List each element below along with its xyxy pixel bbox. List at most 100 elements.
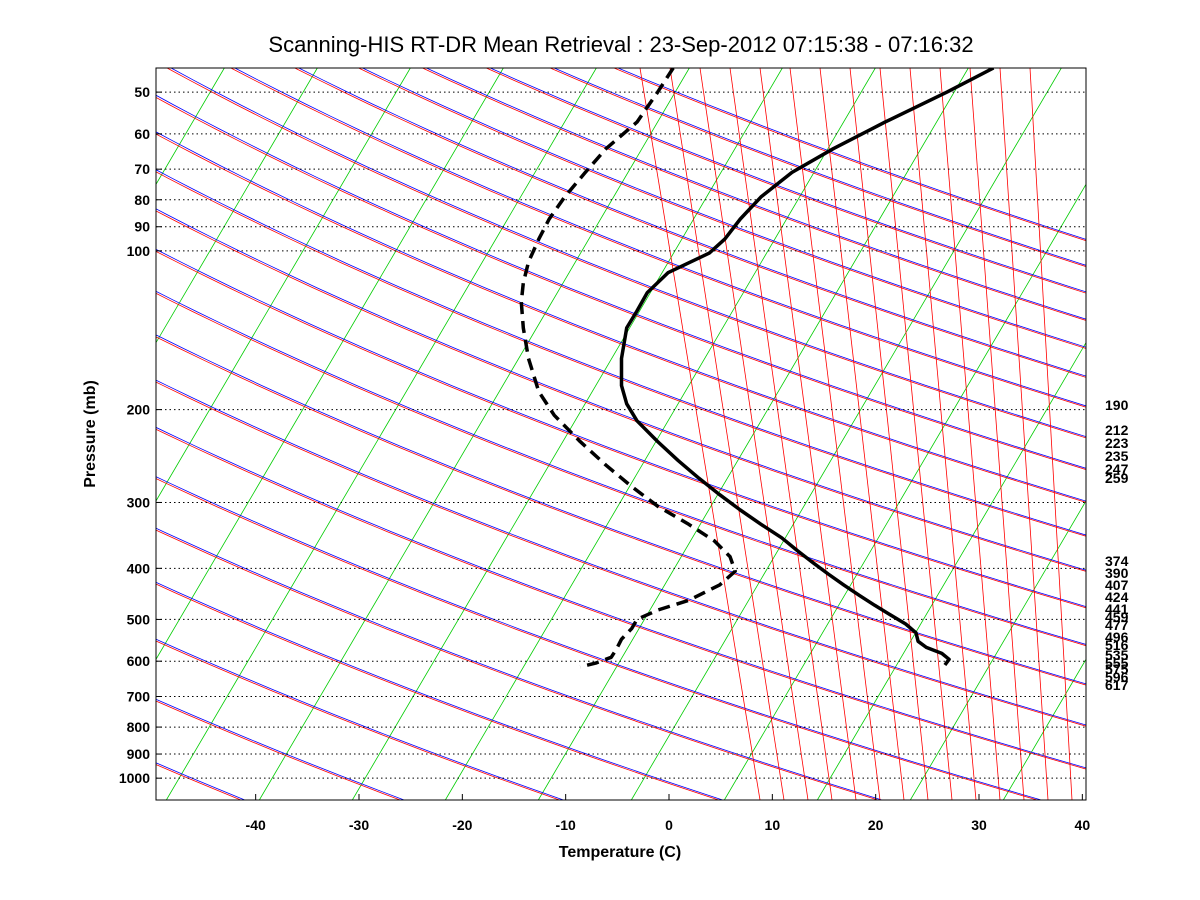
isotherm-line [1002,658,1086,800]
y-tick-label: 50 [134,84,150,100]
isotherm-line [537,68,969,800]
isotherm-line [0,68,131,800]
isotherm-line [351,68,783,800]
isotherm-line [258,68,690,800]
moist-adiabat-line [156,248,1086,608]
saturated-adiabat-line [819,68,905,800]
moist-adiabat-line [156,476,1042,800]
moist-adiabat-line [156,698,405,800]
y-tick-label: 300 [127,494,151,510]
y-tick-label: 700 [127,688,151,704]
isotherm-line [816,341,1086,800]
saturated-adiabat-line [699,68,809,800]
saturated-adiabat-line [849,68,929,800]
moist-adiabat-line [554,68,1086,266]
isotherm-line [444,68,876,800]
saturated-adiabat-line [939,68,1001,800]
moist-adiabat-line [156,638,564,800]
moist-adiabat-line [156,762,245,800]
dry-adiabat-line [156,478,1038,800]
right-label: 516 [1105,637,1129,653]
saturated-adiabat-line [639,68,761,800]
dry-adiabat-line [156,133,1086,503]
moist-adiabat-line [156,527,883,800]
right-label: 247 [1105,461,1129,477]
moist-adiabat-line [156,334,1086,685]
dry-adiabat-line [550,68,1086,267]
moist-adiabat-line [156,426,1086,769]
right-label: 496 [1105,629,1129,645]
moist-adiabat-line [490,68,1086,293]
right-label: 535 [1105,647,1129,663]
dry-adiabat-line [156,210,1086,572]
right-label: 190 [1105,397,1129,413]
temperature-profile-line [619,68,995,667]
x-tick-label: 0 [665,817,673,833]
moist-adiabat-line [426,68,1086,320]
isotherm-line [156,68,411,502]
dry-adiabat-line [486,68,1086,294]
moist-adiabat-line [156,208,1086,571]
isotherm-line [0,68,38,800]
right-label: 212 [1105,422,1129,438]
right-label: 223 [1105,435,1129,451]
isotherm-line [723,183,1086,800]
right-label: 617 [1105,677,1129,693]
dry-adiabat-line [156,96,1086,471]
x-tick-label: -20 [452,817,472,833]
right-label: 555 [1105,655,1129,671]
chart-title: Scanning-HIS RT-DR Mean Retrieval : 23-S… [268,32,973,57]
moist-adiabat-line [362,68,1086,348]
x-tick-label: 30 [971,817,987,833]
right-label: 477 [1105,617,1129,633]
x-tick-label: 20 [868,817,884,833]
dry-adiabat-line [156,764,241,800]
dry-adiabat-line [156,640,560,800]
y-tick-label: 800 [127,719,151,735]
y-tick-label: 600 [127,653,151,669]
right-label: 459 [1105,609,1129,625]
isotherm-line [1189,68,1200,800]
right-label: 390 [1105,565,1129,581]
saturated-adiabat-line [729,68,833,800]
moist-adiabat-line [234,68,1086,407]
moist-adiabat-line [156,169,1086,536]
x-tick-label: -40 [246,817,266,833]
y-tick-label: 80 [134,192,150,208]
isotherm-line [165,68,597,800]
dry-adiabat-line [156,529,879,800]
y-tick-label: 900 [127,746,151,762]
isotherm-line [156,68,318,344]
moist-adiabat-line [298,68,1086,377]
y-tick-label: 60 [134,126,150,142]
profiles [519,68,995,669]
x-axis-ticks: -40 -30 -20 -10 0 10 20 30 40 [246,794,1090,833]
dry-adiabat-line [294,68,1086,378]
dry-adiabat-line [156,700,401,800]
y-tick-label: 400 [127,560,151,576]
right-label: 424 [1105,589,1129,605]
moist-adiabat-line [156,379,1086,726]
saturated-adiabat-line [909,68,977,800]
saturated-adiabat-line [1029,68,1073,800]
background-lines [0,68,1200,800]
right-label: 596 [1105,669,1129,685]
dry-adiabat-line [422,68,1086,321]
dry-adiabat-line [156,171,1086,537]
right-label: 441 [1105,601,1129,617]
dry-adiabat-line [156,292,1086,647]
right-label: 374 [1105,553,1129,569]
saturated-adiabat-line [969,68,1025,800]
dry-adiabat-line [156,428,1086,770]
y-tick-label: 90 [134,219,150,235]
y-axis-label: Pressure (mb) [82,380,99,488]
saturated-adiabat-line [879,68,953,800]
y-tick-label: 500 [127,611,151,627]
right-label: 407 [1105,577,1129,593]
y-tick-label: 70 [134,161,150,177]
right-label: 575 [1105,661,1129,677]
y-tick-label: 1000 [119,770,150,786]
isotherm-line [156,68,504,661]
